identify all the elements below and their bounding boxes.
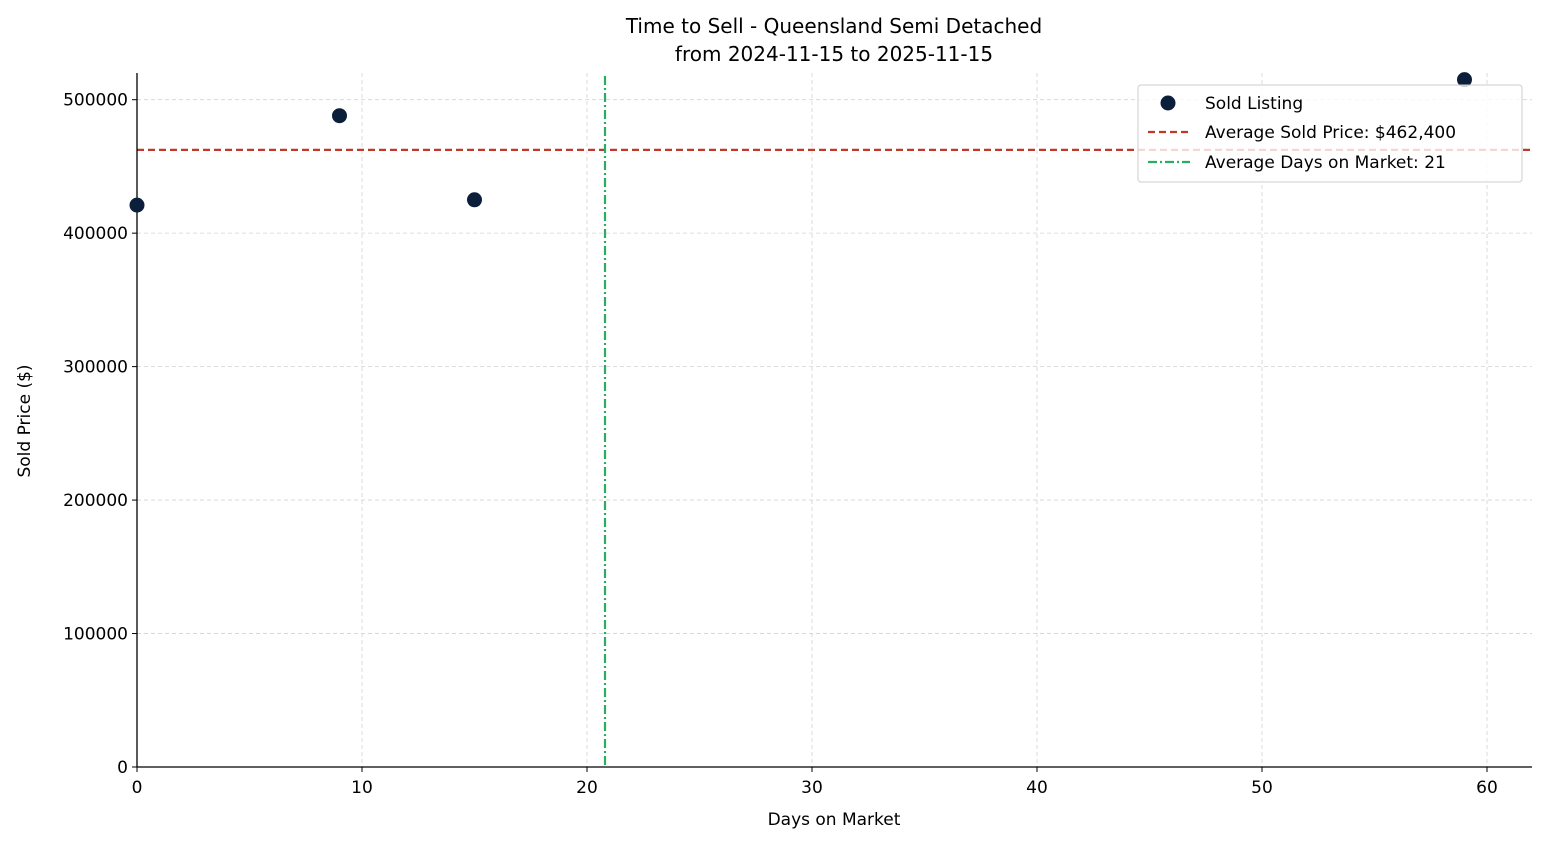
legend-label-sold-listing: Sold Listing [1205, 94, 1303, 114]
legend-label-average-days: Average Days on Market: 21 [1205, 153, 1446, 173]
x-tick-label: 40 [1026, 778, 1048, 798]
data-point [467, 192, 482, 208]
grid [137, 73, 1532, 767]
x-tick-label: 50 [1251, 778, 1273, 798]
y-tick-label: 100000 [63, 625, 128, 645]
x-tick-label: 10 [351, 778, 373, 798]
legend-marker-sold-listing [1160, 95, 1176, 111]
legend: Sold Listing Average Sold Price: $462,40… [1137, 84, 1523, 183]
chart-title: Time to Sell - Queensland Semi Detached [625, 14, 1042, 38]
legend-box [1137, 84, 1523, 183]
chart-subtitle: from 2024-11-15 to 2025-11-15 [675, 42, 993, 66]
y-tick-label: 500000 [63, 91, 128, 111]
y-tick-label: 0 [117, 758, 128, 778]
y-tick-label: 300000 [63, 358, 128, 378]
x-tick-label: 30 [801, 778, 823, 798]
tick-labels: 0 10 20 30 40 50 60 0 100000 200000 300000 400000 50… [63, 91, 1498, 798]
axes [132, 73, 1532, 772]
x-tick-label: 0 [132, 778, 143, 798]
data-point [1457, 72, 1472, 88]
y-axis-label: Sold Price ($) [15, 364, 35, 477]
y-tick-label: 200000 [63, 491, 128, 511]
reference-lines [137, 76, 1532, 767]
x-tick-label: 20 [576, 778, 598, 798]
data-point [332, 108, 347, 124]
legend-label-average-price: Average Sold Price: $462,400 [1205, 123, 1456, 143]
data-points [129, 72, 1472, 213]
x-tick-label: 60 [1476, 778, 1498, 798]
y-tick-label: 400000 [63, 224, 128, 244]
data-point [129, 197, 145, 213]
x-axis-label: Days on Market [768, 810, 901, 830]
